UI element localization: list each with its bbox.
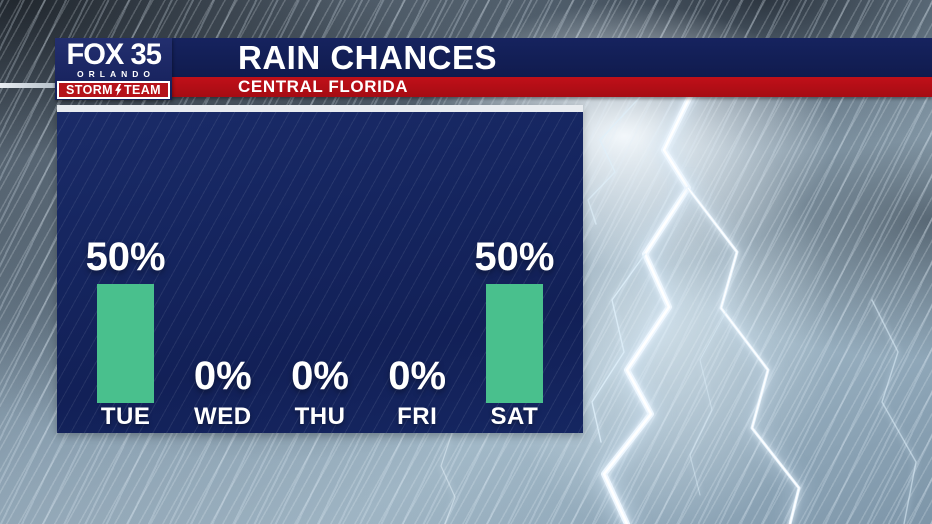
title-bar: RAIN CHANCES (55, 38, 932, 77)
day-label: TUE (100, 403, 151, 430)
page-title: RAIN CHANCES (238, 39, 498, 76)
value-label: 0% (388, 354, 447, 398)
day-label: FRI (397, 403, 438, 430)
value-label: 0% (291, 354, 349, 398)
storm-team-badge: STORM TEAM (57, 81, 170, 99)
team-text: TEAM (123, 83, 161, 97)
value-label: 50% (474, 235, 555, 279)
day-label: SAT (490, 403, 539, 430)
rain-chance-bar (485, 284, 543, 403)
bar-column: 0% THU (271, 112, 368, 433)
bar-column: 0% WED (174, 112, 271, 433)
page-subtitle: CENTRAL FLORIDA (238, 77, 409, 96)
subtitle-bar: CENTRAL FLORIDA (55, 77, 932, 97)
day-label: WED (194, 403, 252, 430)
bar-column: 50% TUE (77, 112, 174, 433)
storm-text: STORM (66, 83, 113, 97)
header-left-rule (0, 83, 55, 88)
logo-station-text: FOX 35 (66, 38, 161, 71)
value-label: 0% (193, 354, 252, 398)
bar-column: 0% FRI (369, 112, 466, 433)
rain-chance-bar (97, 284, 155, 403)
bar-column: 50% SAT (466, 112, 563, 433)
bars-row: 50% TUE 0% WED 0% THU 0% FRI 50% SAT (57, 112, 583, 433)
rain-chance-chart-panel: 50% TUE 0% WED 0% THU 0% FRI 50% SAT (57, 105, 583, 433)
value-label: 50% (85, 235, 166, 279)
logo-city-text: ORLANDO (77, 69, 155, 79)
lightning-bolt-icon (115, 84, 122, 96)
day-label: THU (294, 403, 346, 430)
fox35-storm-team-logo: FOX 35 ORLANDO STORM TEAM (55, 38, 172, 100)
